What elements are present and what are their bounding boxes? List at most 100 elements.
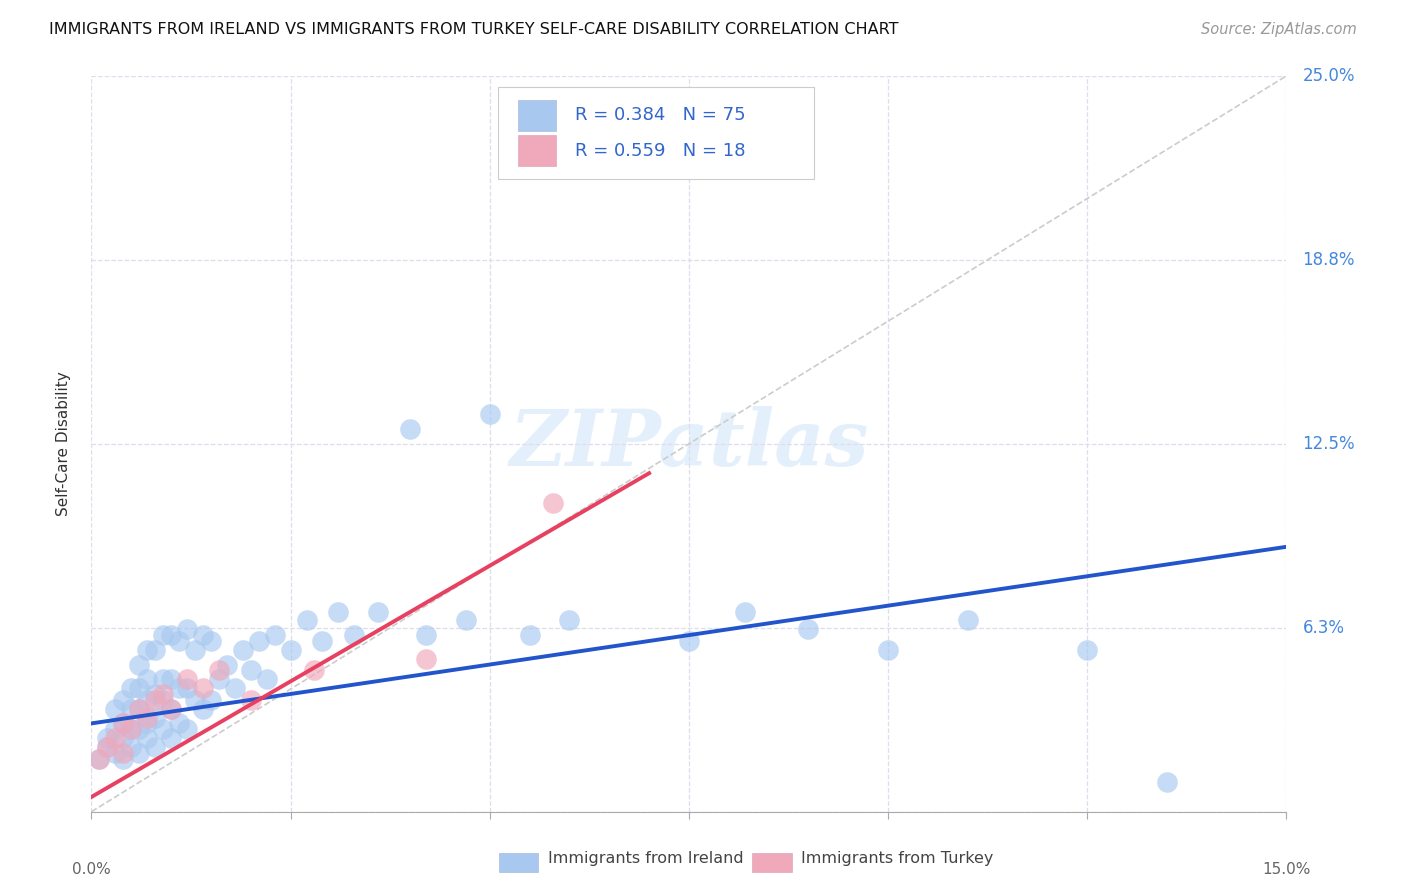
Point (160, 701, 183, 715)
Text: ZIPatlas: ZIPatlas (509, 406, 869, 482)
Text: IMMIGRANTS FROM IRELAND VS IMMIGRANTS FROM TURKEY SELF-CARE DISABILITY CORRELATI: IMMIGRANTS FROM IRELAND VS IMMIGRANTS FR… (49, 22, 898, 37)
Point (104, 731, 127, 746)
Point (104, 723, 127, 737)
Point (112, 716, 135, 731)
Point (558, 614, 581, 628)
Text: 25.0%: 25.0% (1302, 67, 1355, 85)
Point (152, 693, 174, 707)
Point (152, 673, 174, 687)
Point (112, 746, 135, 760)
Point (89, 752, 111, 766)
Point (160, 701, 183, 715)
Point (519, 628, 541, 642)
Point (136, 673, 159, 687)
Y-axis label: Self-Care Disability: Self-Care Disability (56, 371, 70, 516)
Point (367, 605, 389, 619)
Point (128, 657, 150, 672)
Point (263, 628, 285, 642)
Point (343, 628, 366, 642)
Point (239, 693, 262, 707)
Point (167, 634, 190, 648)
Point (191, 681, 214, 695)
Point (167, 681, 190, 695)
Point (247, 634, 270, 648)
Point (143, 687, 166, 701)
Point (120, 701, 142, 715)
Point (191, 701, 214, 715)
Point (200, 634, 222, 648)
Point (328, 605, 350, 619)
Point (478, 407, 501, 421)
Point (120, 723, 142, 737)
FancyBboxPatch shape (517, 136, 557, 166)
Point (160, 628, 183, 642)
Point (89, 752, 111, 766)
Point (152, 723, 174, 737)
Point (136, 710, 159, 724)
Point (311, 634, 333, 648)
Point (304, 664, 326, 678)
Point (415, 651, 437, 665)
Point (143, 710, 166, 724)
Point (295, 614, 318, 628)
Point (136, 716, 159, 731)
Point (112, 716, 135, 731)
Text: 12.5%: 12.5% (1302, 434, 1355, 453)
Point (176, 723, 198, 737)
Point (224, 681, 246, 695)
Point (104, 701, 127, 715)
Text: 0.0%: 0.0% (72, 862, 111, 877)
Point (136, 642, 159, 657)
Point (184, 642, 207, 657)
Point (678, 634, 700, 648)
Point (96, 731, 118, 746)
Point (191, 628, 214, 642)
Point (160, 673, 183, 687)
Text: Immigrants from Ireland: Immigrants from Ireland (548, 851, 744, 865)
Point (120, 739, 142, 754)
Point (128, 746, 150, 760)
Point (1156, 775, 1178, 789)
Text: Immigrants from Turkey: Immigrants from Turkey (801, 851, 994, 865)
Point (232, 642, 254, 657)
Point (176, 681, 198, 695)
Point (128, 701, 150, 715)
Point (120, 681, 142, 695)
Point (454, 614, 477, 628)
Point (128, 681, 150, 695)
Point (152, 628, 174, 642)
Point (176, 622, 198, 636)
Point (797, 622, 820, 636)
Point (120, 723, 142, 737)
Point (184, 693, 207, 707)
Text: 6.3%: 6.3% (1302, 619, 1344, 637)
Text: R = 0.384   N = 75: R = 0.384 N = 75 (575, 106, 747, 124)
Point (112, 731, 135, 746)
Point (877, 642, 900, 657)
Point (136, 731, 159, 746)
Point (104, 746, 127, 760)
Text: 18.8%: 18.8% (1302, 251, 1355, 268)
Text: Source: ZipAtlas.com: Source: ZipAtlas.com (1201, 22, 1357, 37)
Text: R = 0.559   N = 18: R = 0.559 N = 18 (575, 142, 747, 160)
Point (256, 673, 278, 687)
Point (143, 693, 166, 707)
FancyBboxPatch shape (517, 100, 557, 131)
Point (239, 664, 262, 678)
Point (128, 701, 150, 715)
Point (956, 614, 979, 628)
Text: 15.0%: 15.0% (1263, 862, 1310, 877)
Point (208, 664, 231, 678)
Point (96, 739, 118, 754)
Point (280, 642, 302, 657)
FancyBboxPatch shape (498, 87, 814, 178)
Point (208, 673, 231, 687)
Point (112, 752, 135, 766)
Point (176, 673, 198, 687)
Point (734, 605, 756, 619)
Point (415, 628, 437, 642)
Point (112, 693, 135, 707)
Point (543, 496, 565, 510)
Point (167, 716, 190, 731)
Point (136, 693, 159, 707)
